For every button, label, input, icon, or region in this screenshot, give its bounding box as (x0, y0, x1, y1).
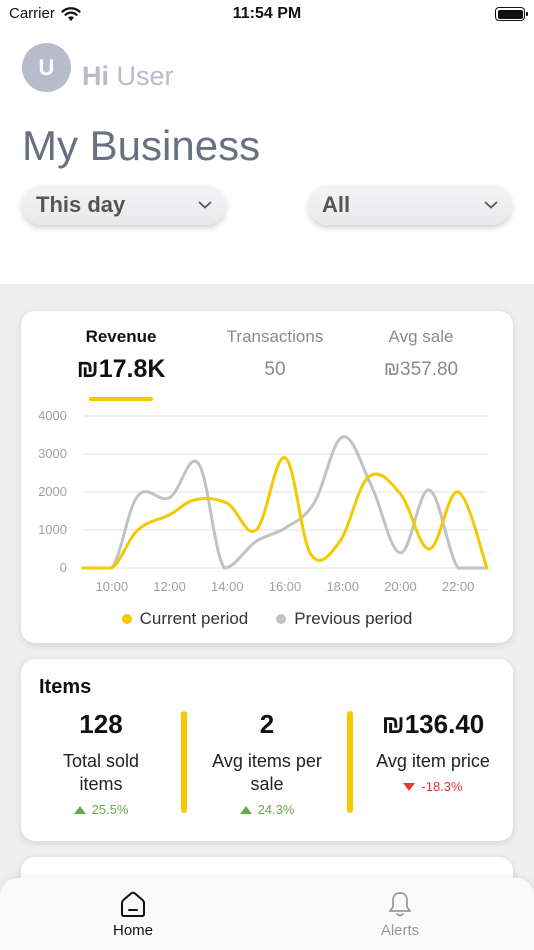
y-tick-label: 0 (60, 560, 67, 575)
tab-avg-sale[interactable]: Avg sale ₪357.80 (346, 327, 496, 381)
period-select[interactable]: This day (22, 185, 226, 225)
carrier-label: Carrier (9, 5, 55, 22)
kpi-value: ₪17.8K (76, 355, 166, 383)
kpi-label: Transactions (226, 327, 324, 346)
scope-select[interactable]: All (308, 185, 512, 225)
tab-label: Alerts (380, 922, 420, 939)
carrier: Carrier (9, 5, 81, 22)
stat-change: 25.5% (21, 802, 181, 817)
legend-item-current: Current period (121, 609, 249, 629)
stat-change-value: 25.5% (91, 802, 129, 817)
stat-label: Avg item price (376, 751, 490, 771)
tab-home[interactable]: Home (73, 890, 193, 939)
x-tick-label: 16:00 (269, 579, 302, 594)
bell-icon (389, 892, 411, 917)
stat-value: 128 (79, 709, 123, 739)
x-tick-label: 14:00 (211, 579, 244, 594)
items-title: Items (39, 676, 92, 698)
tab-revenue[interactable]: Revenue ₪17.8K (46, 327, 196, 384)
x-tick-label: 18:00 (326, 579, 359, 594)
battery-icon (495, 7, 528, 21)
series-line-current (81, 456, 489, 570)
chevron-down-icon (198, 201, 212, 209)
period-select-value: This day (36, 192, 126, 217)
stat-value: 2 (259, 709, 275, 739)
greeting: Hi User (82, 61, 174, 92)
stat-change-value: 24.3% (257, 802, 295, 817)
tab-bar: Home Alerts (0, 878, 534, 950)
legend-label: Current period (139, 609, 249, 628)
x-tick-label: 12:00 (153, 579, 186, 594)
clock: 11:54 PM (232, 5, 302, 22)
avatar-initial: U (38, 54, 55, 80)
items-card: Items 128 Total sold items 25.5% 2 Avg i… (21, 659, 513, 841)
tab-transactions[interactable]: Transactions 50 (200, 327, 350, 381)
greeting-prefix: Hi (82, 61, 109, 91)
x-tick-label: 22:00 (442, 579, 475, 594)
wifi-icon (61, 6, 81, 21)
active-tab-indicator (89, 397, 153, 401)
divider (347, 711, 353, 813)
stat-value: ₪136.40 (381, 709, 485, 739)
status-bar: Carrier 11:54 PM (0, 0, 534, 30)
stat-change: -18.3% (353, 779, 513, 794)
tab-alerts[interactable]: Alerts (340, 890, 460, 939)
stat-change-value: -18.3% (421, 779, 463, 794)
trend-up-icon (239, 805, 252, 814)
avatar[interactable]: U (22, 43, 71, 92)
stat-total-sold-items: 128 Total sold items 25.5% (21, 709, 181, 817)
kpi-label: Revenue (85, 327, 157, 346)
stat-change: 24.3% (187, 802, 347, 817)
y-tick-label: 4000 (38, 408, 67, 423)
x-tick-label: 10:00 (96, 579, 129, 594)
chevron-down-icon (484, 201, 498, 209)
revenue-chart-card: Revenue ₪17.8K Transactions 50 Avg sale … (21, 311, 513, 643)
stat-avg-items-per-sale: 2 Avg items per sale 24.3% (187, 709, 347, 817)
stat-avg-item-price: ₪136.40 Avg item price -18.3% (353, 709, 513, 794)
line-chart: 0 1000 2000 3000 4000 10:00 12:00 14:00 16:00 18:… (38, 408, 489, 594)
legend-item-previous: Previous period (276, 609, 412, 629)
chart-legend: Current period Previous period (21, 609, 513, 629)
home-icon (121, 891, 145, 917)
legend-dot (121, 614, 132, 624)
page-title: My Business (22, 122, 261, 169)
x-tick-label: 20:00 (384, 579, 417, 594)
kpi-label: Avg sale (388, 327, 454, 346)
y-tick-label: 3000 (38, 446, 67, 461)
y-tick-label: 2000 (38, 484, 67, 499)
tab-label: Home (112, 922, 153, 939)
stat-label: Total sold items (62, 751, 140, 794)
greeting-name: User (116, 61, 174, 91)
trend-down-icon (403, 782, 416, 791)
legend-label: Previous period (294, 609, 413, 628)
kpi-value: 50 (264, 359, 286, 380)
scope-select-value: All (322, 192, 351, 217)
legend-dot (276, 614, 287, 624)
divider (181, 711, 187, 813)
y-tick-label: 1000 (38, 522, 67, 537)
series-line-previous (81, 435, 489, 570)
stat-label: Avg items per sale (212, 751, 322, 794)
trend-up-icon (73, 805, 86, 814)
kpi-value: ₪357.80 (383, 359, 459, 380)
